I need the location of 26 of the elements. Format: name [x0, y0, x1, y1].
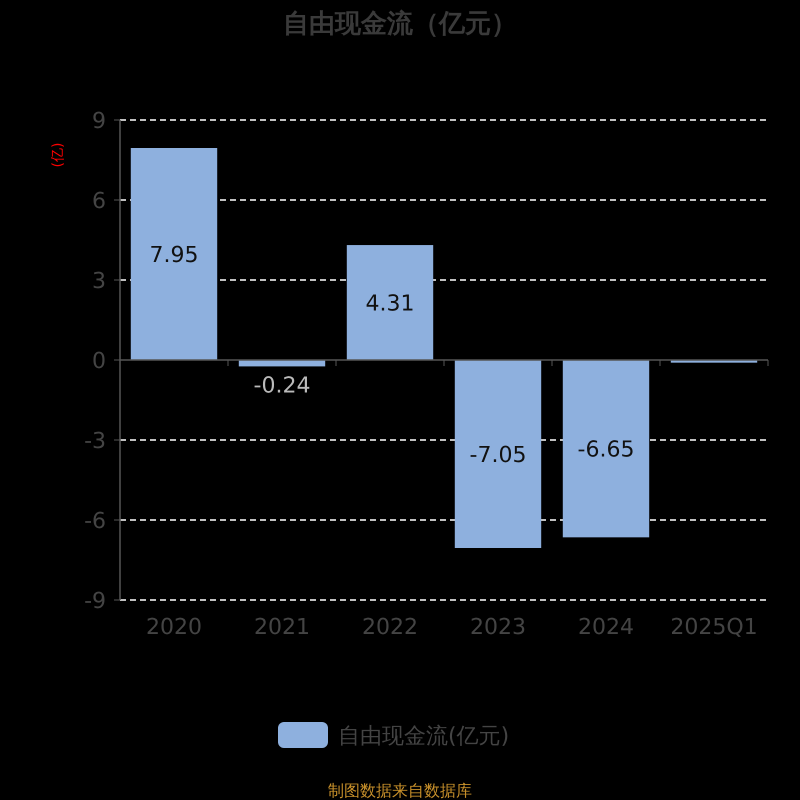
x-tick-label: 2022	[362, 615, 418, 640]
x-tick-label: 2021	[254, 615, 310, 640]
bar	[454, 360, 542, 548]
y-tick-label: 0	[92, 349, 106, 374]
x-tick-label: 2023	[470, 615, 526, 640]
text: 制图数据来自数据库	[328, 781, 472, 800]
data-label: -0.24	[254, 373, 310, 398]
data-label: -6.65	[578, 438, 634, 463]
y-tick-label: -6	[84, 509, 106, 534]
bar	[346, 245, 434, 360]
chart-title: 自由现金流（亿元）	[283, 9, 517, 39]
legend-label: 自由现金流(亿元)	[338, 724, 510, 749]
data-label: -7.05	[470, 443, 526, 468]
y-tick-label: 9	[92, 109, 106, 134]
data-label: 4.31	[366, 292, 414, 317]
bar	[130, 148, 218, 360]
y-tick-label: 3	[92, 269, 106, 294]
y-tick-label: -9	[84, 589, 106, 614]
y-axis-title: (亿)	[50, 142, 66, 168]
x-tick-label: 2025Q1	[670, 615, 758, 640]
y-tick-label: 6	[92, 189, 106, 214]
y-tick-label: -3	[84, 429, 106, 454]
x-tick-label: 2024	[578, 615, 634, 640]
x-tick-label: 2020	[146, 615, 202, 640]
bar	[562, 360, 650, 538]
data-label: 7.95	[150, 243, 198, 268]
